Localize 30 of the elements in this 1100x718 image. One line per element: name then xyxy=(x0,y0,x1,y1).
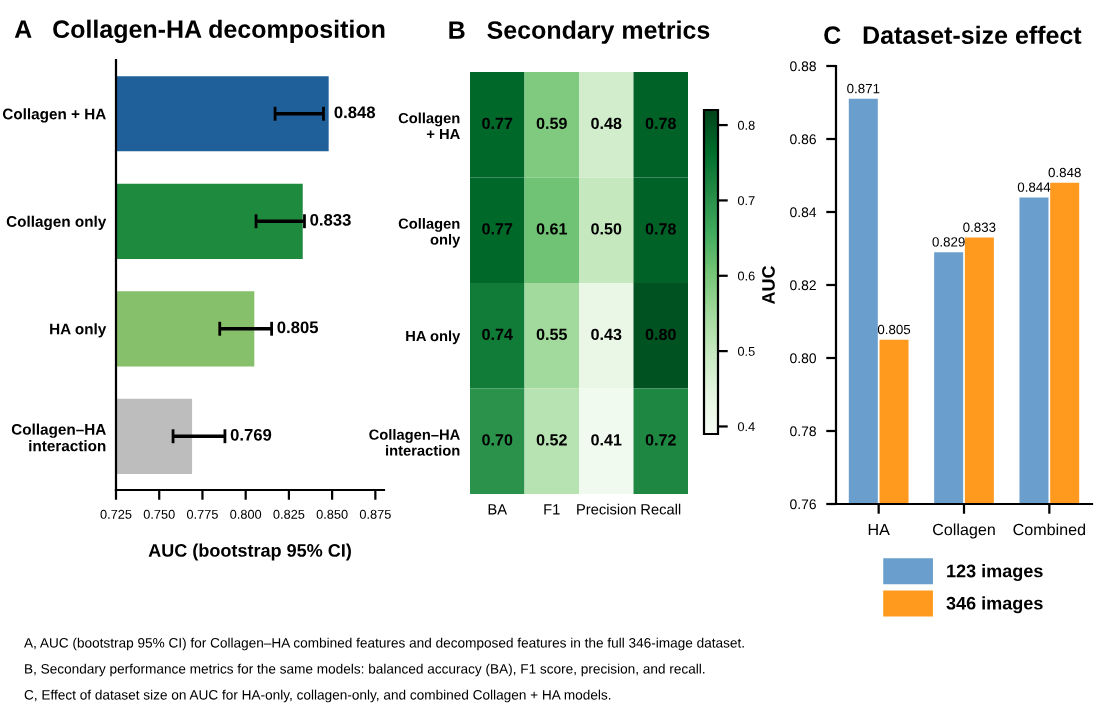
data-label: 0.848 xyxy=(334,106,376,119)
data-label: 0.55 xyxy=(536,328,567,341)
data-label: 0.80 xyxy=(645,328,676,341)
legend-label: 346 images xyxy=(946,596,1043,614)
x-tick-label: HA xyxy=(868,524,890,536)
data-label: 0.59 xyxy=(536,117,567,130)
data-label: 0.77 xyxy=(482,223,513,235)
data-label: 0.48 xyxy=(591,117,622,130)
x-tick-label: Combined xyxy=(1013,523,1086,536)
data-label: 0.805 xyxy=(277,321,319,334)
data-label: 0.52 xyxy=(536,434,567,446)
data-label: 0.50 xyxy=(591,223,622,235)
chart-title: C Dataset-size effect xyxy=(824,25,1082,45)
x-axis-title: AUC (bootstrap 95% CI) xyxy=(148,543,351,561)
data-label: 0.769 xyxy=(230,428,272,441)
y-axis-title: AUC xyxy=(762,265,775,305)
data-label: 0.61 xyxy=(536,223,567,235)
data-label: 0.833 xyxy=(310,213,351,226)
chart-title: B Secondary metrics xyxy=(449,20,710,44)
data-label: 0.78 xyxy=(645,223,676,235)
data-label: 0.72 xyxy=(645,434,676,446)
data-label: 0.43 xyxy=(591,328,622,341)
data-label: 0.74 xyxy=(482,328,513,341)
data-label: 0.78 xyxy=(645,117,676,130)
data-label: 0.41 xyxy=(591,434,622,446)
legend-label: 123 images xyxy=(947,564,1043,582)
x-tick-label: Collagen xyxy=(933,523,995,539)
data-label: 0.70 xyxy=(482,434,513,446)
data-label: 0.77 xyxy=(482,117,513,130)
chart-title: A Collagen-HA decomposition xyxy=(14,19,385,44)
